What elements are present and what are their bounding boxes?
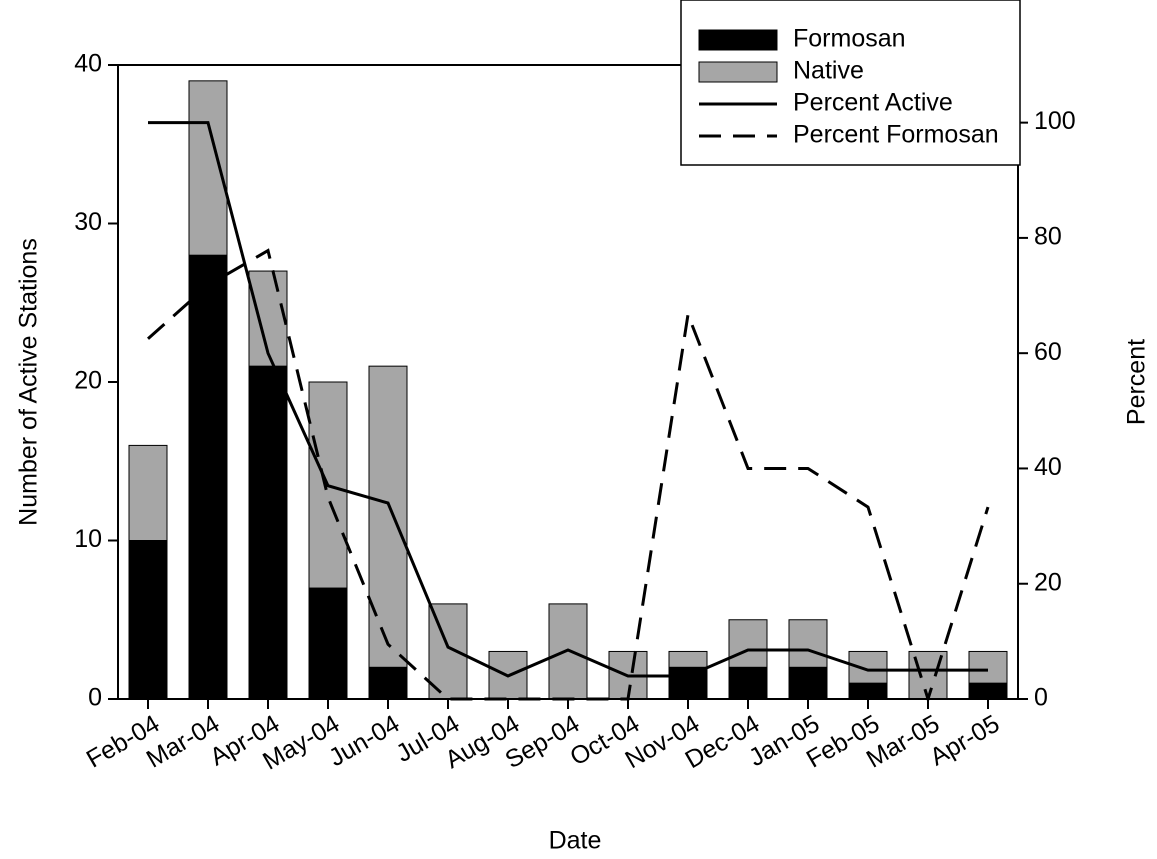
y-axis-label: Number of Active Stations	[15, 238, 43, 526]
bar	[248, 365, 288, 700]
legend-swatch	[698, 29, 778, 51]
y-tick-label: 20	[74, 367, 102, 395]
y2-tick-label: 40	[1034, 453, 1062, 481]
y2-axis-label: Percent	[1123, 339, 1151, 425]
y-tick-label: 10	[74, 525, 102, 553]
y2-tick-label: 0	[1034, 684, 1048, 712]
bar	[188, 254, 228, 700]
legend-label: Formosan	[793, 25, 906, 53]
legend-label: Percent Formosan	[793, 121, 999, 149]
bar	[308, 587, 348, 700]
bar	[968, 650, 1008, 684]
bar	[668, 650, 708, 668]
y2-tick-label: 20	[1034, 568, 1062, 596]
x-tick-label: Jun-04	[324, 710, 404, 773]
y2-tick-label: 80	[1034, 223, 1062, 251]
y-tick-label: 40	[74, 50, 102, 78]
y2-tick-label: 60	[1034, 338, 1062, 366]
bar	[728, 619, 768, 668]
bar	[128, 540, 168, 700]
line	[148, 121, 988, 678]
bar	[728, 666, 768, 700]
x-axis-label: Date	[549, 827, 602, 855]
bar	[848, 650, 888, 684]
bar	[788, 666, 828, 700]
y-tick-label: 0	[88, 684, 102, 712]
legend-label: Native	[793, 57, 864, 85]
bar	[368, 666, 408, 700]
bar	[968, 682, 1008, 700]
y-tick-label: 30	[74, 208, 102, 236]
bar	[848, 682, 888, 700]
legend-label: Percent Active	[793, 89, 953, 117]
bar	[368, 365, 408, 668]
bar	[788, 619, 828, 668]
legend-swatch	[698, 61, 778, 83]
y2-tick-label: 100	[1034, 107, 1076, 135]
x-tick-label: Apr-05	[925, 710, 1004, 772]
bar	[668, 666, 708, 700]
bar	[128, 444, 168, 541]
